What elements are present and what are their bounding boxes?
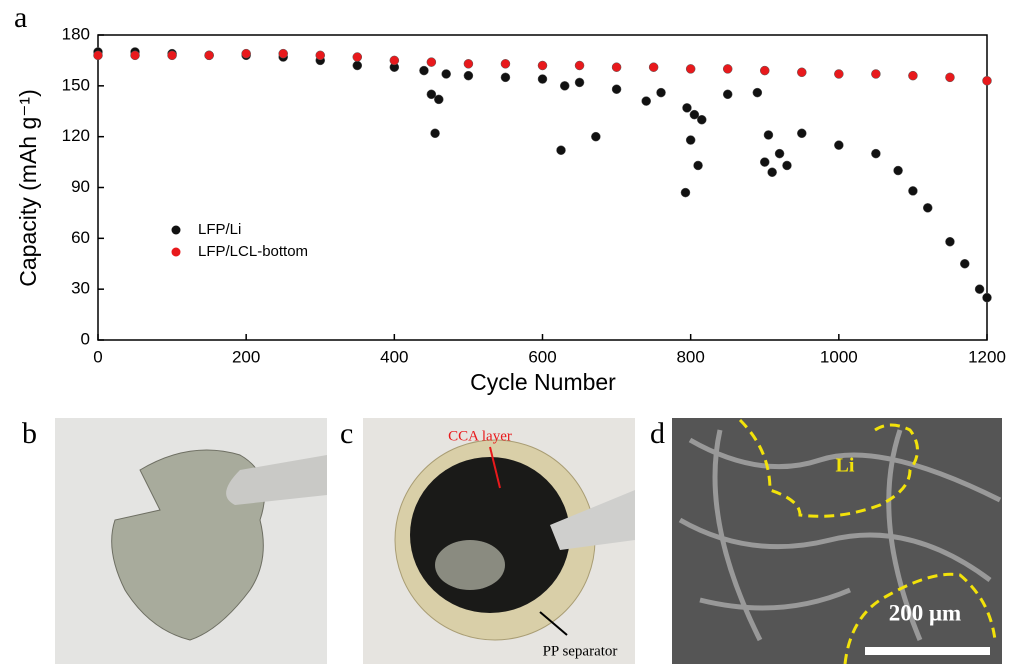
point	[982, 76, 992, 86]
point	[752, 87, 763, 98]
annotation: PP separator	[543, 643, 618, 659]
point	[682, 103, 692, 113]
point	[974, 284, 985, 294]
x-tick-label: 400	[380, 347, 408, 366]
x-tick-label: 0	[93, 347, 102, 366]
point	[689, 109, 700, 120]
point	[93, 50, 103, 61]
point	[871, 69, 881, 79]
region-label: Li	[836, 455, 855, 477]
legend-marker	[171, 247, 181, 257]
point	[315, 50, 325, 61]
point	[893, 165, 903, 176]
point	[641, 96, 651, 106]
photo-b	[55, 418, 327, 664]
point	[559, 81, 570, 91]
point	[430, 128, 440, 139]
panel-label: a	[14, 1, 27, 34]
x-axis-label: Cycle Number	[470, 369, 616, 395]
point	[680, 187, 691, 198]
point	[204, 50, 214, 61]
sem-image-d	[672, 418, 1002, 664]
panel-label: b	[22, 417, 37, 450]
x-tick-label: 800	[676, 347, 704, 366]
point	[648, 62, 659, 72]
point	[591, 131, 601, 142]
point	[463, 59, 474, 69]
point	[352, 52, 363, 62]
y-tick-label: 90	[71, 177, 90, 196]
point	[685, 135, 696, 145]
y-tick-label: 30	[71, 279, 90, 298]
point	[241, 48, 251, 59]
y-tick-label: 0	[81, 329, 90, 348]
x-tick-label: 600	[528, 347, 556, 366]
panel-label: d	[650, 417, 665, 450]
point	[945, 236, 955, 247]
point	[556, 145, 566, 155]
point	[167, 50, 177, 61]
point	[871, 148, 881, 159]
point	[722, 64, 733, 74]
point	[782, 160, 792, 171]
point	[722, 89, 733, 100]
y-axis-label: Capacity (mAh g⁻¹)	[15, 89, 41, 286]
point	[834, 140, 844, 150]
point	[767, 167, 777, 177]
legend-label: LFP/LCL-bottom	[198, 243, 308, 260]
photo-c	[363, 418, 635, 664]
point	[960, 259, 970, 269]
y-tick-label: 150	[62, 75, 90, 94]
annotation: CCA layer	[448, 428, 512, 444]
point	[611, 62, 622, 72]
point	[656, 87, 666, 98]
point	[908, 70, 918, 81]
legend-label: LFP/Li	[198, 221, 241, 238]
point	[537, 60, 548, 71]
y-tick-label: 180	[62, 24, 90, 43]
point	[352, 60, 363, 71]
point	[797, 128, 807, 139]
legend-marker	[171, 225, 181, 235]
point	[922, 203, 933, 213]
point	[611, 84, 622, 94]
y-tick-label: 60	[71, 228, 90, 247]
point	[908, 186, 918, 196]
point	[500, 59, 511, 69]
point	[982, 292, 992, 303]
point	[685, 64, 696, 74]
y-tick-label: 120	[62, 126, 90, 145]
panel-label: c	[340, 417, 353, 450]
point	[697, 114, 707, 125]
point	[774, 148, 785, 159]
point	[426, 57, 437, 67]
point	[537, 74, 548, 84]
point	[389, 55, 400, 66]
point	[463, 70, 474, 81]
point	[441, 69, 451, 79]
point	[763, 130, 774, 140]
point	[278, 48, 288, 59]
point	[760, 157, 770, 167]
x-tick-label: 200	[232, 347, 260, 366]
point	[945, 72, 955, 83]
point	[834, 69, 844, 79]
point	[130, 50, 140, 61]
point	[419, 65, 429, 76]
point	[500, 72, 511, 83]
point	[434, 94, 444, 105]
point	[574, 77, 585, 88]
x-tick-label: 1200	[968, 347, 1006, 366]
scale-bar-label: 200 μm	[889, 600, 961, 625]
point	[574, 60, 585, 71]
x-tick-label: 1000	[820, 347, 858, 366]
point	[760, 65, 770, 76]
point	[797, 67, 807, 78]
point	[426, 89, 437, 100]
point	[693, 160, 703, 171]
